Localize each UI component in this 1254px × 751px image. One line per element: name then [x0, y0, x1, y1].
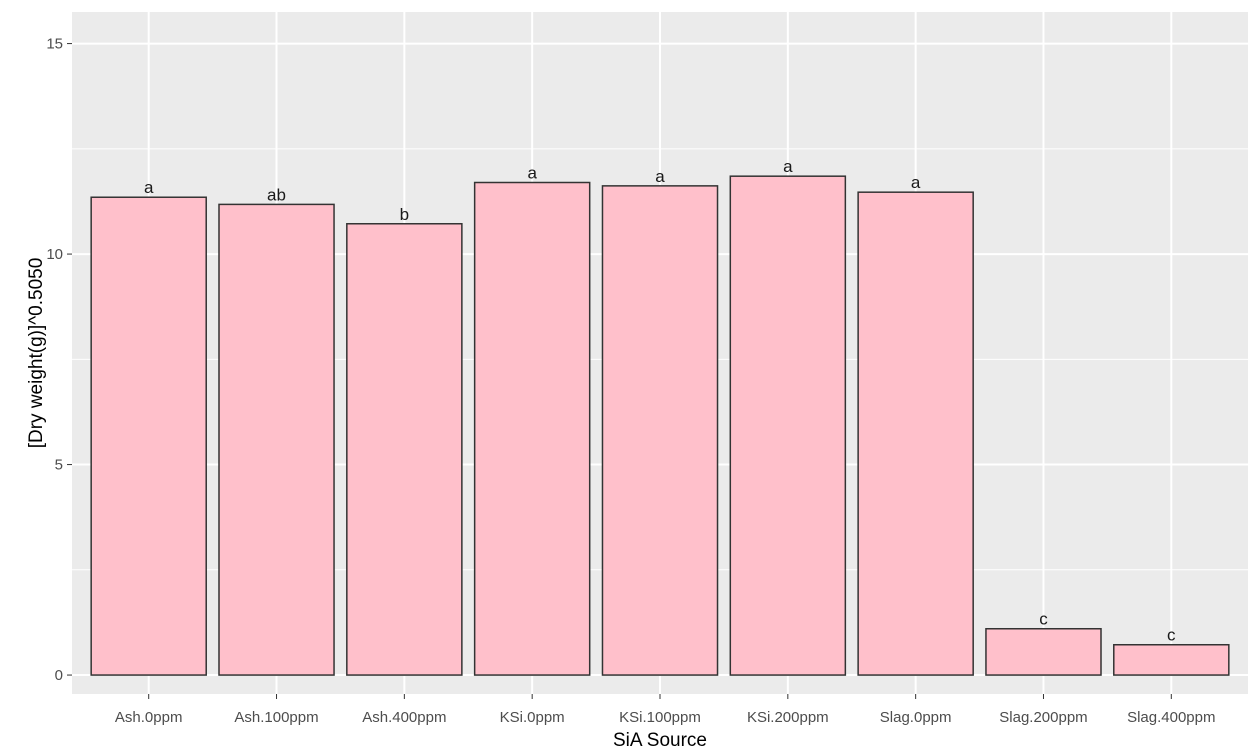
y-tick-label: 5 — [55, 457, 63, 474]
x-tick-label: Slag.200ppm — [999, 709, 1087, 726]
y-tick-label: 10 — [46, 246, 63, 263]
x-tick-label: KSi.100ppm — [619, 709, 701, 726]
bar-letter-label: a — [783, 157, 793, 176]
bar-letter-label: a — [527, 164, 537, 183]
bar-letter-label: a — [655, 167, 665, 186]
x-axis: Ash.0ppm Ash.100ppm Ash.400ppm KSi.0ppm KSi.… — [115, 694, 1216, 726]
bars — [90, 175, 1230, 676]
x-tick-label: Slag.0ppm — [880, 709, 952, 726]
bar-KSi.100ppm — [601, 185, 719, 676]
bar-labels: a ab b a a a a c c — [144, 157, 1176, 645]
bar-KSi.200ppm — [729, 175, 847, 676]
bar-letter-label: a — [144, 178, 154, 197]
bar-letter-label: a — [911, 173, 921, 192]
bar-Slag.400ppm — [1113, 643, 1230, 676]
y-axis-title: [Dry weight(g)]^0.5050 — [26, 258, 47, 449]
x-tick-label: KSi.200ppm — [747, 709, 829, 726]
bar-Ash.0ppm — [90, 196, 207, 676]
bar-letter-label: c — [1039, 610, 1048, 629]
x-tick-label: Ash.400ppm — [362, 709, 446, 726]
bar-Slag.0ppm — [857, 191, 974, 676]
y-tick-label: 15 — [46, 36, 63, 53]
y-tick-label: 0 — [55, 667, 63, 684]
bar-Ash.100ppm — [218, 203, 335, 676]
bar-Ash.400ppm — [346, 223, 463, 676]
y-axis: 0 5 10 15 — [46, 36, 72, 684]
x-tick-label: Slag.400ppm — [1127, 709, 1215, 726]
x-tick-label: Ash.100ppm — [234, 709, 318, 726]
x-axis-title: SiA Source — [613, 730, 707, 751]
bar-Slag.200ppm — [985, 627, 1102, 676]
x-tick-label: KSi.0ppm — [500, 709, 565, 726]
bar-letter-label: b — [400, 205, 409, 224]
bar-letter-label: ab — [267, 185, 286, 204]
bar-KSi.0ppm — [473, 181, 591, 676]
x-tick-label: Ash.0ppm — [115, 709, 183, 726]
bar-letter-label: c — [1167, 626, 1176, 645]
